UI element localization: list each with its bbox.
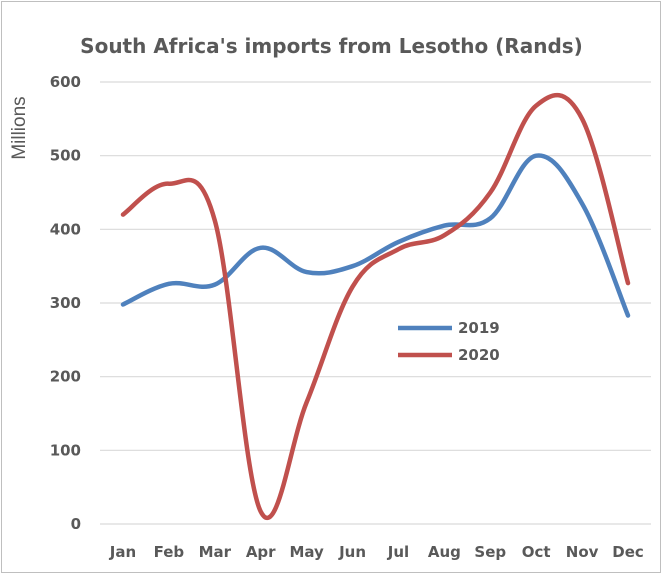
y-tick-label: 300 [50,294,81,312]
x-tick-label: Dec [612,543,644,561]
chart-title: South Africa's imports from Lesotho (Ran… [80,34,583,58]
x-tick-label: Nov [566,543,599,561]
x-tick-labels: Jan Feb Mar Apr May Jun Jul Aug Sep Oct Nov Dec [109,543,644,561]
series-lines [120,92,631,521]
x-tick-label: Jan [109,543,136,561]
y-tick-label: 600 [50,73,81,91]
x-tick-label: Aug [428,543,461,561]
gridlines [100,81,651,525]
legend: 2019 2020 [398,319,500,364]
legend-label: 2019 [458,319,500,337]
x-tick-label: Feb [154,543,185,561]
x-tick-label: Jul [387,543,409,561]
y-tick-labels: 0 100 200 300 400 500 600 [50,73,81,533]
legend-label: 2020 [458,346,500,364]
series-line-2019 [120,153,631,318]
series-line-2020 [120,92,631,521]
x-tick-label: Sep [474,543,506,561]
x-tick-label: Mar [199,543,232,561]
y-tick-label: 0 [71,515,81,533]
y-tick-label: 100 [50,441,81,459]
y-tick-label: 200 [50,368,81,386]
x-tick-label: May [289,543,324,561]
x-tick-label: Oct [522,543,551,561]
y-tick-label: 500 [50,147,81,165]
y-tick-label: 400 [50,220,81,238]
x-tick-label: Jun [338,543,366,561]
x-tick-label: Apr [246,543,276,561]
